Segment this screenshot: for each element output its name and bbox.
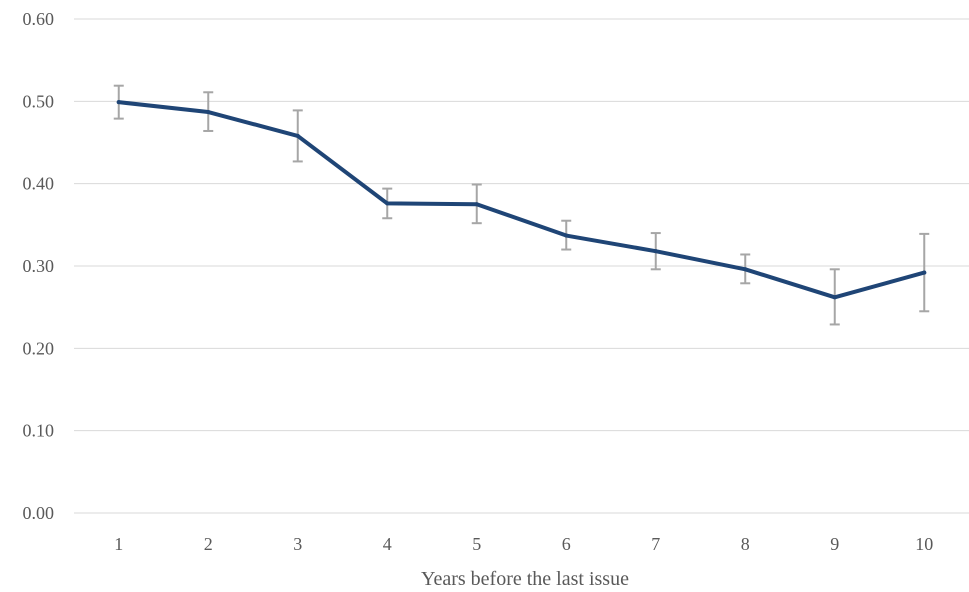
data-point [922, 270, 927, 275]
x-tick-label: 2 [204, 534, 213, 554]
y-tick-label: 0.40 [23, 174, 55, 194]
x-tick-label: 6 [562, 534, 571, 554]
series-lines [116, 100, 927, 300]
y-tick-label: 0.50 [23, 91, 55, 111]
x-axis-tick-labels: 1 2 3 4 5 6 7 8 9 10 [114, 534, 933, 554]
data-point [564, 233, 569, 238]
x-axis-title: Years before the last issue [421, 568, 629, 590]
x-tick-label: 8 [741, 534, 750, 554]
x-tick-label: 1 [114, 534, 123, 554]
x-tick-label: 10 [915, 534, 933, 554]
x-tick-label: 5 [472, 534, 481, 554]
y-tick-label: 0.00 [23, 503, 55, 523]
gridlines [74, 18, 969, 514]
y-tick-label: 0.20 [23, 338, 55, 358]
data-point [116, 100, 121, 105]
x-tick-label: 9 [830, 534, 839, 554]
y-tick-label: 0.60 [23, 9, 55, 29]
x-tick-label: 7 [651, 534, 660, 554]
data-point [653, 249, 658, 254]
data-point [474, 202, 479, 207]
x-tick-label: 4 [383, 534, 392, 554]
y-tick-label: 0.10 [23, 421, 55, 441]
series-line [116, 100, 927, 300]
x-tick-label: 3 [293, 534, 302, 554]
data-point [743, 267, 748, 272]
data-point [385, 201, 390, 206]
y-axis-tick-labels: 0.00 0.10 0.20 0.30 0.40 0.50 0.60 [23, 9, 55, 523]
y-tick-label: 0.30 [23, 256, 55, 276]
data-point [295, 133, 300, 138]
data-point [206, 110, 211, 115]
data-point [832, 295, 837, 300]
